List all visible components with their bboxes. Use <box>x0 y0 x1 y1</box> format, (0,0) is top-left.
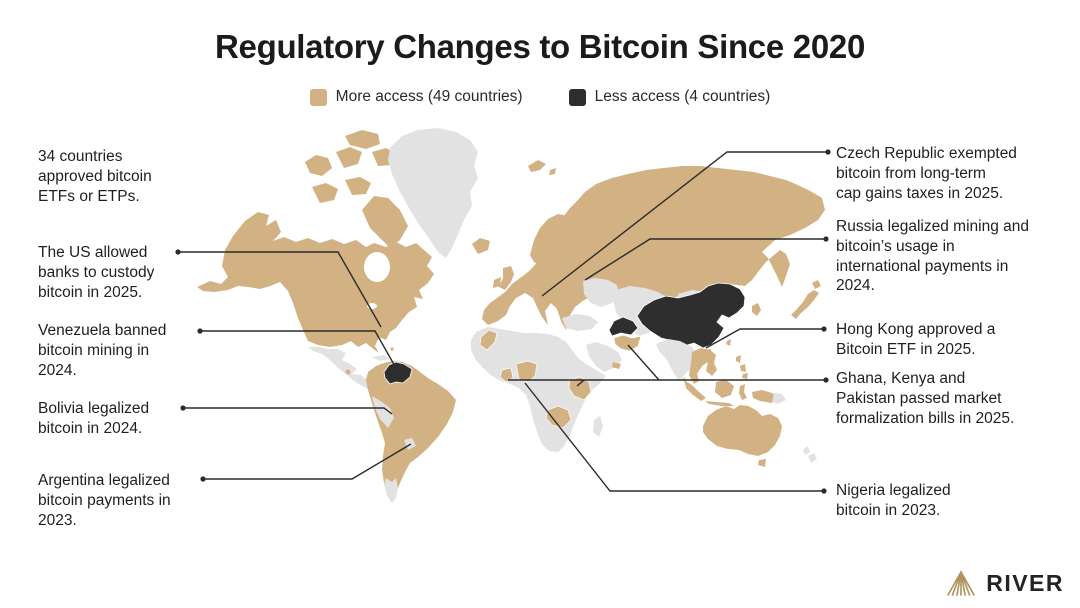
map-region-iceland <box>472 238 490 254</box>
map-region-south-america <box>366 361 456 503</box>
map-region-nigeria <box>515 360 538 383</box>
map-region-indochina <box>689 348 717 384</box>
annotation-etf-stat: 34 countries approved bitcoin ETFs or ET… <box>38 148 152 205</box>
map-region-india <box>656 339 698 381</box>
callout-dot-nigeria <box>821 488 827 494</box>
callout-dot-us <box>175 249 181 255</box>
river-peak-icon <box>947 571 976 596</box>
map-region-uk <box>499 266 514 290</box>
map-region-turkey <box>562 314 598 331</box>
map-region-ukraine-belarus <box>583 278 619 307</box>
callout-dot-bolivia <box>180 405 186 411</box>
callout-branch-kenya <box>576 379 585 387</box>
callout-line-us <box>178 251 382 328</box>
less-access-swatch-icon <box>568 88 586 106</box>
map-region-mexico-central-america <box>308 347 374 390</box>
callout-branch-pakistan <box>627 344 660 381</box>
annotation-ghana-kenya-pakistan: Ghana, Kenya and Pakistan passed market … <box>836 370 1015 427</box>
map-region-svalbard <box>528 160 556 175</box>
callout-dot-argentina <box>200 476 206 482</box>
map-region-indonesia <box>684 380 747 406</box>
callout-line-venezuela <box>200 330 397 369</box>
map-region-bahamas <box>390 347 394 351</box>
legend: More access (49 countries) Less access (… <box>0 88 1080 106</box>
annotation-czech: Czech Republic exempted bitcoin from lon… <box>836 145 1017 202</box>
annotation-nigeria: Nigeria legalized bitcoin in 2023. <box>836 482 951 519</box>
map-region-madagascar <box>593 416 603 437</box>
map-region-pakistan <box>613 334 642 352</box>
map-region-hainan <box>707 349 711 353</box>
annotation-venezuela: Venezuela banned bitcoin mining in 2024. <box>38 322 167 379</box>
callout-dot-venezuela <box>197 328 203 334</box>
map-region-novaya-zemlya <box>594 192 627 238</box>
river-logo: RIVER <box>946 569 1064 597</box>
annotation-us: The US allowed banks to custody bitcoin … <box>38 244 155 301</box>
map-region-peru <box>372 396 394 428</box>
callout-line-russia <box>584 238 826 281</box>
map-region-new-zealand <box>803 446 817 463</box>
callout-lines <box>175 149 831 494</box>
callout-dot-hong-kong <box>821 326 827 332</box>
map-region-el-salvador <box>345 369 351 375</box>
map-region-taiwan <box>726 339 731 346</box>
map-region-us-canada-alaska <box>197 212 434 353</box>
page-title: Regulatory Changes to Bitcoin Since 2020 <box>215 28 865 65</box>
callout-dot-ghana-kenya-pakistan <box>823 377 829 383</box>
legend-item-more-access: More access (49 countries) <box>309 88 523 106</box>
map-region-philippines <box>736 355 748 379</box>
callout-dot-russia <box>823 236 829 242</box>
map-region-south-africa <box>545 405 572 429</box>
legend-item-less-access: Less access (4 countries) <box>568 88 771 106</box>
map-region-japan <box>791 280 821 319</box>
map-region-europe-russia <box>482 166 825 330</box>
annotation-bolivia: Bolivia legalized bitcoin in 2024. <box>38 400 150 437</box>
map-region-denmark <box>537 274 544 282</box>
map-region-ireland <box>493 277 501 288</box>
map-region-uae <box>612 362 621 369</box>
callout-line-nigeria <box>524 382 824 492</box>
callout-line-hong-kong <box>705 328 824 349</box>
river-logo-text: RIVER <box>986 569 1064 596</box>
more-access-swatch-icon <box>309 88 327 106</box>
map-region-greenland <box>388 128 478 258</box>
annotation-russia: Russia legalized mining and bitcoin’s us… <box>836 218 1030 295</box>
map-region-new-guinea <box>752 390 778 403</box>
map-region-scandinavia <box>530 214 576 274</box>
annotation-hong-kong: Hong Kong approved a Bitcoin ETF in 2025… <box>836 321 996 358</box>
map-region-kenya-tanzania <box>568 376 592 401</box>
annotation-argentina: Argentina legalized bitcoin payments in … <box>38 472 171 529</box>
map-region-southern-tip <box>384 478 398 503</box>
map-region-africa <box>471 327 606 452</box>
map-region-tasmania <box>758 459 766 467</box>
callout-dot-czech <box>825 149 831 155</box>
map-region-afghanistan <box>608 316 639 337</box>
map-region-cuba <box>372 355 390 361</box>
hudson-bay <box>364 252 390 282</box>
callout-line-czech <box>541 151 828 297</box>
less-access-label: Less access (4 countries) <box>594 88 771 105</box>
callout-line-bolivia <box>183 407 393 415</box>
map-region-korea <box>752 303 761 316</box>
map-region-png <box>772 393 786 404</box>
map-region-australia <box>703 405 782 456</box>
more-access-label: More access (49 countries) <box>335 88 523 105</box>
callout-line-argentina <box>203 443 412 480</box>
map-region-morocco <box>479 329 498 351</box>
